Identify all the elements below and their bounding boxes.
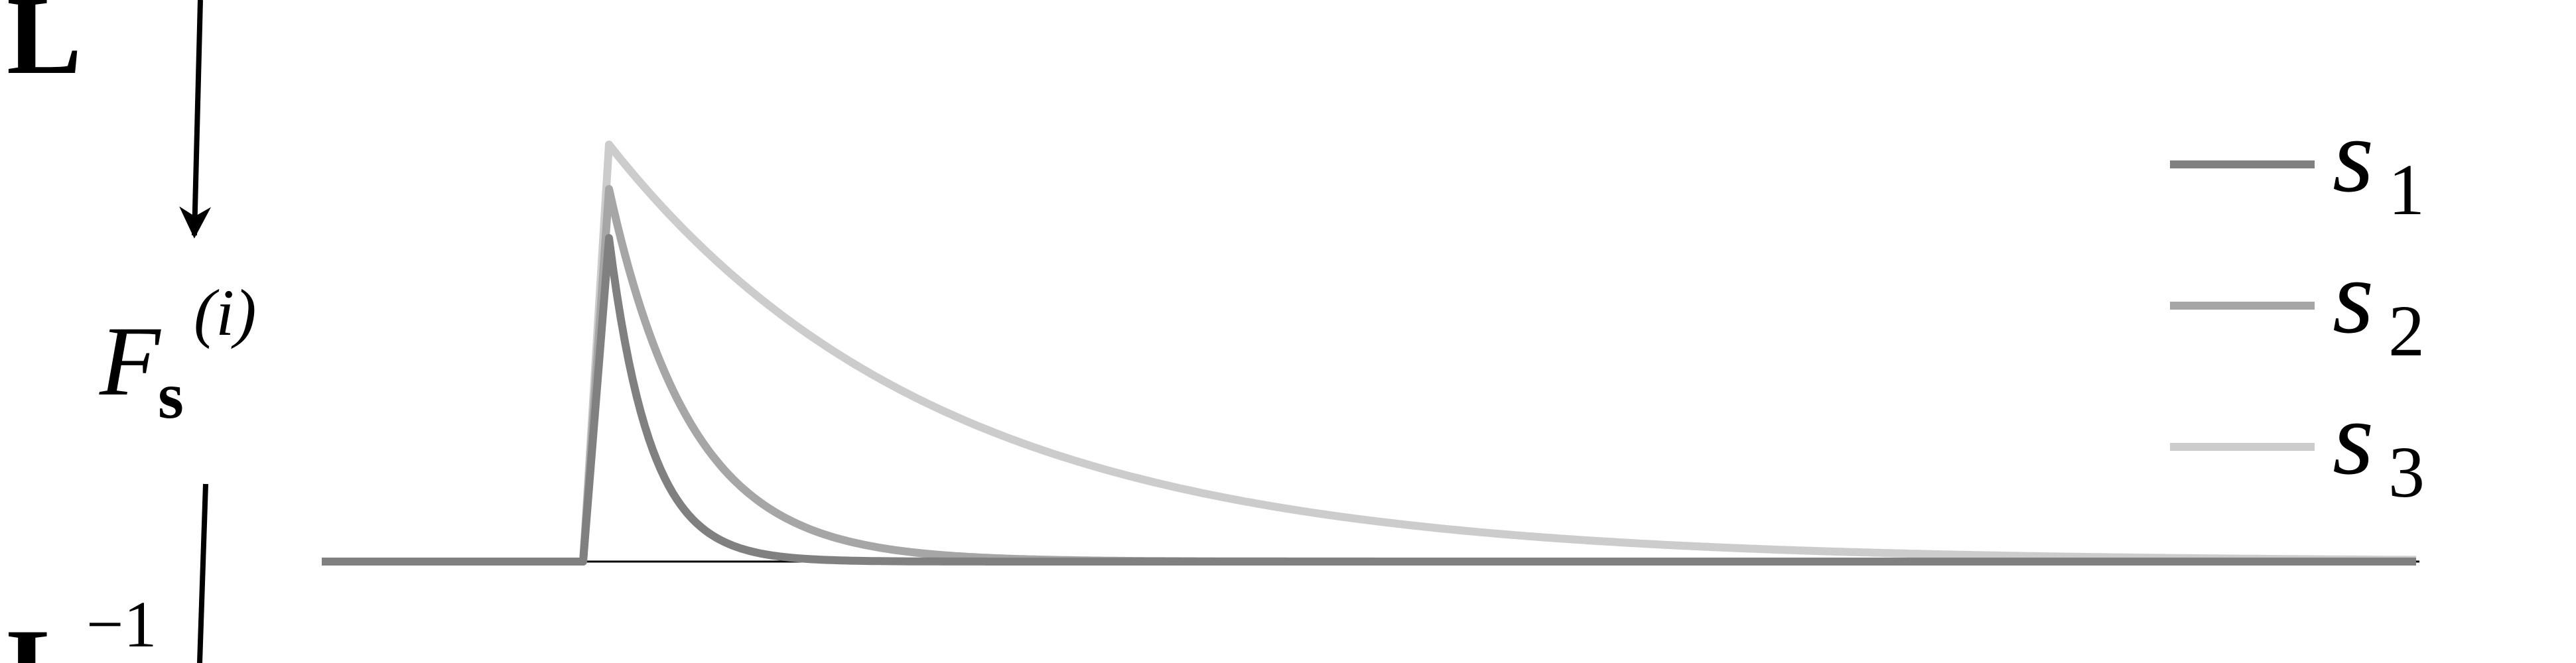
arrow-line: [197, 483, 208, 663]
arrow: [179, 0, 212, 239]
legend-sub: 2: [2388, 290, 2425, 371]
legend-label: s: [2333, 237, 2374, 355]
curve: [322, 185, 2416, 566]
label-bottom-sup: −1: [86, 587, 157, 661]
legend: s 1s 2s 3: [2170, 96, 2425, 512]
label-f-sup: (i): [194, 276, 256, 349]
legend-label: s: [2333, 96, 2374, 214]
legend-sub: 3: [2388, 432, 2425, 512]
legend-label: s: [2333, 379, 2374, 497]
curve: [322, 234, 2416, 566]
curves: [322, 141, 2416, 566]
label-bottom: L: [7, 606, 82, 663]
curve: [322, 141, 2416, 566]
legend-sub: 1: [2388, 149, 2425, 230]
label-f: F: [99, 306, 161, 416]
label-f-sub: s: [158, 359, 184, 432]
label-top: L: [7, 0, 82, 97]
